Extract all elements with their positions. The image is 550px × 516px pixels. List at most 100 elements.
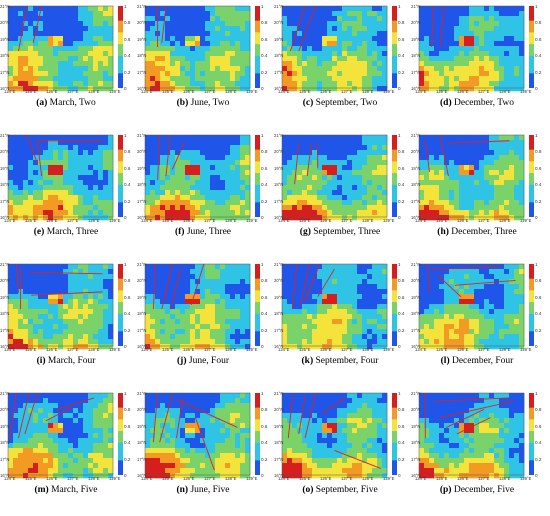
heat-cell: [170, 175, 176, 181]
heat-cell: [454, 145, 460, 151]
heat-cell: [33, 344, 39, 350]
heat-cell: [53, 145, 59, 151]
heat-cell: [292, 81, 298, 87]
heat-cell: [504, 195, 510, 201]
heat-cell: [43, 205, 49, 211]
heat-cell: [180, 264, 186, 270]
heat-cell: [297, 319, 303, 325]
heat-cell: [165, 190, 171, 196]
heat-cell: [195, 135, 201, 141]
heat-cell: [297, 170, 303, 176]
heat-cell: [377, 76, 383, 82]
heat-cell: [504, 210, 510, 216]
heat-cell: [367, 329, 373, 335]
heat-cell: [367, 155, 373, 161]
heat-cell: [245, 284, 251, 290]
heat-cell: [58, 135, 64, 141]
heat-cell: [322, 274, 328, 280]
heat-cell: [43, 264, 49, 270]
heat-cell: [200, 16, 206, 22]
heat-cell: [150, 279, 156, 285]
heat-cell: [424, 16, 430, 22]
heat-cell: [38, 309, 44, 315]
heat-cell: [514, 279, 520, 285]
heat-cell: [322, 299, 328, 305]
heat-cell: [429, 180, 435, 186]
heat-cell: [434, 36, 440, 42]
heat-cell: [170, 61, 176, 67]
heat-cell: [215, 155, 221, 161]
heat-cell: [469, 51, 475, 57]
heat-cell: [439, 56, 445, 62]
heat-cell: [13, 51, 19, 57]
heat-cell: [240, 81, 246, 87]
heat-cell: [240, 264, 246, 270]
heat-cell: [362, 31, 368, 37]
heat-cell: [48, 135, 54, 141]
heat-cell: [58, 76, 64, 82]
heat-cell: [377, 264, 383, 270]
heat-cell: [190, 21, 196, 27]
heat-cell: [342, 329, 348, 335]
heat-cell: [103, 145, 109, 151]
heat-cell: [327, 16, 333, 22]
heat-cell: [282, 175, 288, 181]
heat-cell: [352, 16, 358, 22]
colorbar-step: [529, 161, 534, 165]
colorbar-step: [118, 302, 123, 306]
colorbar-step: [118, 82, 123, 86]
heat-cell: [499, 26, 505, 32]
heat-cell: [489, 36, 495, 42]
heat-cell: [337, 319, 343, 325]
heat-cell: [63, 190, 69, 196]
heat-cell: [43, 66, 49, 72]
colorbar-tick-label: 0.4: [398, 53, 405, 59]
colorbar-step: [255, 161, 260, 165]
heat-cell: [429, 6, 435, 12]
heat-cell: [78, 339, 84, 345]
heat-cell: [63, 71, 69, 77]
heat-cell: [93, 284, 99, 290]
heat-cell: [103, 170, 109, 176]
colorbar-step: [255, 41, 260, 45]
heat-cell: [230, 51, 236, 57]
heat-cell: [88, 190, 94, 196]
heat-cell: [459, 215, 465, 221]
heat-cell: [88, 200, 94, 206]
heat-cell: [459, 294, 465, 300]
heat-cell: [170, 11, 176, 17]
heat-cell: [509, 36, 515, 42]
heat-cell: [327, 36, 333, 42]
heat-cell: [210, 21, 216, 27]
heat-cell: [454, 66, 460, 72]
heat-cell: [292, 41, 298, 47]
heat-cell: [322, 6, 328, 12]
heat-cell: [83, 86, 89, 92]
heat-cell: [180, 210, 186, 216]
heat-cell: [474, 319, 480, 325]
heat-cell: [235, 309, 241, 315]
colorbar-step: [529, 211, 534, 215]
heat-cell: [170, 180, 176, 186]
heat-cell: [494, 46, 500, 52]
heat-cell: [48, 205, 54, 211]
heat-cell: [185, 205, 191, 211]
heat-cell: [48, 215, 54, 221]
heat-cell: [519, 135, 525, 141]
heat-cell: [312, 135, 318, 141]
y-tick-label: 21°N: [274, 4, 284, 9]
heat-cell: [347, 299, 353, 305]
heat-cell: [287, 264, 293, 270]
heat-cell: [83, 264, 89, 270]
heat-cell: [205, 36, 211, 42]
heat-cell: [103, 86, 109, 92]
heat-cell: [479, 185, 485, 191]
heat-cell: [352, 135, 358, 141]
heat-cell: [292, 165, 298, 171]
heat-cell: [504, 314, 510, 320]
heat-cell: [469, 36, 475, 42]
heat-cell: [220, 135, 226, 141]
heat-cell: [474, 329, 480, 335]
panel-label: December, Four: [449, 356, 514, 366]
heat-cell: [103, 309, 109, 315]
